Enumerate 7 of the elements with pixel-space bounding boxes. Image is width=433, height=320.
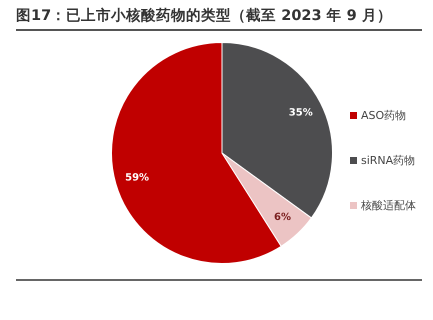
- data-label: 35%: [288, 107, 313, 118]
- data-label: 59%: [125, 172, 150, 184]
- legend-label: 核酸适配体: [361, 198, 416, 212]
- chart-title: 图17：已上市小核酸药物的类型（截至 2023 年 9 月）: [16, 6, 422, 31]
- data-label: 6%: [274, 212, 292, 224]
- legend-label: ASO药物: [361, 108, 406, 122]
- legend-label: siRNA药物: [361, 152, 416, 168]
